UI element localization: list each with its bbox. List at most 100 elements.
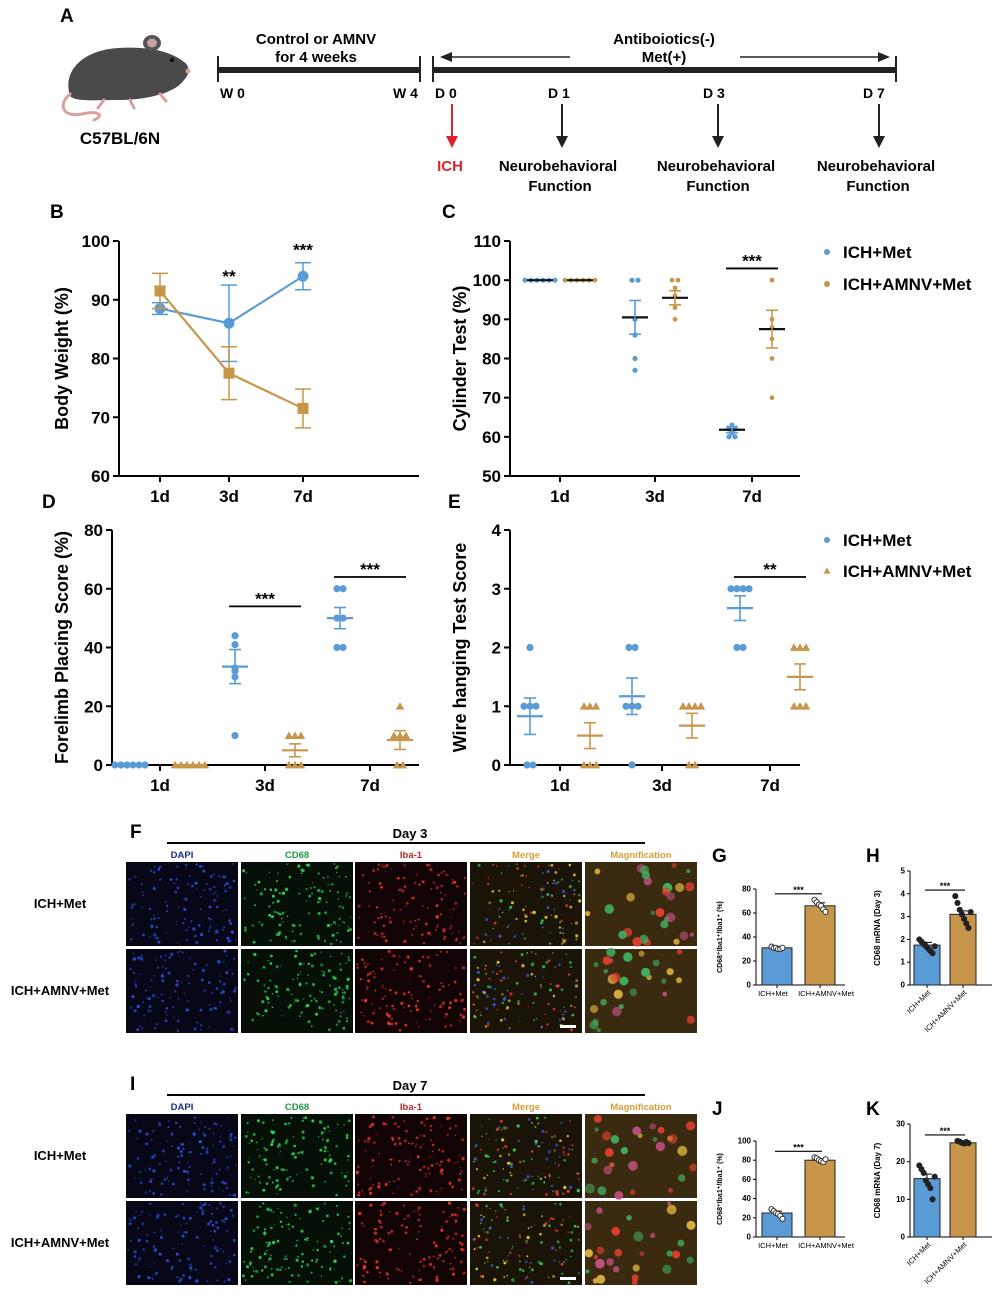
i-cell (320, 1163, 323, 1165)
f-cell (573, 873, 576, 877)
i-cell (445, 1236, 449, 1240)
f-cell (660, 920, 669, 929)
f-cell (512, 890, 515, 892)
f-cell (278, 923, 282, 927)
f-cell (384, 988, 387, 990)
f-cell (322, 974, 326, 977)
f-cell (402, 922, 405, 924)
i-cell (250, 1275, 254, 1278)
i-cell (435, 1278, 439, 1282)
i-cell (570, 1231, 574, 1234)
i-cell (666, 1204, 677, 1215)
f-cell (142, 933, 146, 937)
i-cell (417, 1218, 421, 1222)
i-cell (425, 1173, 427, 1175)
f-cell (306, 900, 308, 902)
i-cell (146, 1276, 150, 1280)
f-cell (428, 864, 431, 867)
f-cell (137, 956, 141, 960)
i-cell (292, 1136, 295, 1138)
f-cell (329, 889, 331, 892)
i-cell (340, 1235, 342, 1237)
i-cell (166, 1259, 170, 1263)
c-series-1-point (672, 285, 678, 291)
i-cell (544, 1116, 546, 1119)
i-cell (573, 1224, 577, 1228)
i-cell (387, 1277, 390, 1280)
panel-label-h: H (866, 846, 880, 867)
i-cell (333, 1245, 336, 1248)
i-cell (230, 1132, 233, 1136)
f-cell (567, 973, 571, 976)
i-cell (502, 1126, 507, 1130)
f-cell (305, 982, 308, 985)
i-cell (198, 1140, 200, 1142)
i-cell (363, 1225, 365, 1227)
f-cell (398, 955, 401, 958)
i-cell (257, 1148, 259, 1150)
i-cell (320, 1131, 324, 1135)
i-cell (333, 1162, 337, 1165)
f-cell (247, 972, 250, 976)
f-cell (366, 1020, 370, 1023)
phase2-label-line1: Antiboiotics(-) (613, 31, 715, 48)
i-cell (301, 1252, 304, 1256)
i-cell (309, 1209, 312, 1212)
f-cell (519, 1020, 521, 1023)
f-cell (185, 868, 187, 870)
f-cell (212, 893, 215, 895)
i-cell (507, 1254, 509, 1257)
f-cell (323, 939, 327, 943)
f-cell (338, 905, 342, 908)
i-cell (543, 1181, 546, 1184)
i-cell (138, 1129, 142, 1133)
f-cell (150, 918, 153, 921)
i-cell (362, 1265, 367, 1269)
f-cell (575, 996, 577, 998)
i-cell (227, 1117, 229, 1119)
i-cell (461, 1170, 463, 1173)
f-cell (405, 901, 409, 905)
i-cell (556, 1240, 560, 1243)
i-cell (438, 1253, 442, 1257)
i-cell (226, 1168, 229, 1171)
i-cell (412, 1275, 415, 1278)
i-cell (136, 1137, 138, 1140)
f-cell (376, 868, 380, 871)
f-cell (463, 877, 466, 880)
i-cell (206, 1280, 209, 1282)
i-cell (255, 1141, 258, 1144)
f-cell (502, 997, 507, 1001)
f-cell (501, 911, 504, 914)
i-cell (554, 1229, 557, 1232)
f-cell (333, 921, 336, 924)
f-cell (428, 1018, 431, 1021)
i-cell (528, 1266, 531, 1269)
i-cell (232, 1145, 234, 1147)
i-cell (566, 1134, 569, 1138)
i-cell (214, 1266, 217, 1269)
f-cell (167, 971, 171, 975)
f-cell (443, 937, 446, 941)
i-cell (593, 1114, 602, 1123)
f-cell (398, 888, 402, 892)
i-cell (301, 1130, 305, 1134)
f-cell (449, 1001, 452, 1005)
f-cell (225, 971, 229, 975)
i-cell (166, 1176, 169, 1179)
f-cell (525, 905, 527, 908)
i-cell (207, 1222, 211, 1226)
k-y-axis-label: CD68 mRNA (Day 7) (873, 1142, 882, 1218)
i-cell (459, 1154, 461, 1156)
phase1-label-line2: for 4 weeks (275, 49, 357, 66)
f-cell (402, 876, 406, 880)
f-cell (679, 931, 689, 941)
i-cell (508, 1251, 512, 1255)
f-cell (363, 961, 366, 964)
i-cell (311, 1184, 315, 1188)
i-cell (192, 1132, 196, 1136)
i-cell (304, 1116, 308, 1120)
i-cell (171, 1265, 174, 1269)
i-cell (310, 1176, 314, 1180)
